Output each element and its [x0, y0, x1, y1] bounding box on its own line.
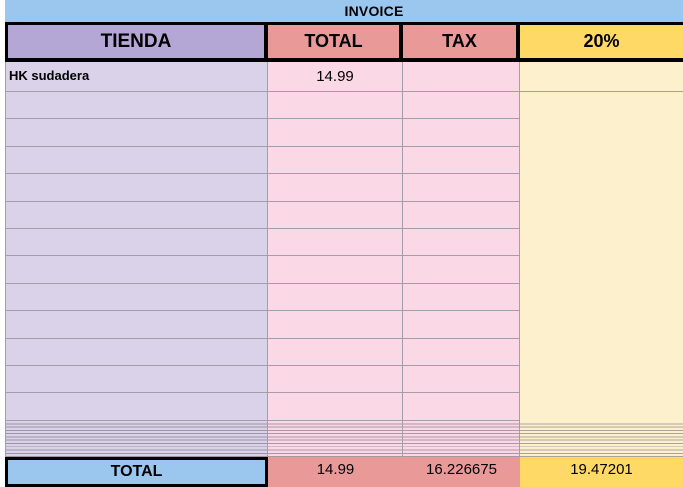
empty-cell[interactable] [403, 338, 520, 366]
empty-cell[interactable] [268, 119, 403, 147]
empty-cell[interactable] [268, 174, 403, 202]
empty-cell[interactable] [520, 283, 683, 312]
empty-rows [5, 92, 683, 421]
totals-pct-value: 19.47201 [570, 460, 633, 478]
empty-cell[interactable] [520, 119, 683, 147]
table-row-empty [5, 174, 683, 202]
table-row-empty [5, 311, 683, 339]
empty-cell[interactable] [520, 338, 683, 366]
empty-cell[interactable] [403, 283, 520, 312]
empty-cell[interactable] [520, 228, 683, 257]
empty-cell[interactable] [520, 146, 683, 175]
empty-cell[interactable] [5, 174, 268, 202]
table-row-empty [5, 228, 683, 257]
table-row-empty [5, 201, 683, 229]
empty-cell[interactable] [5, 146, 268, 175]
table-row-empty [5, 256, 683, 284]
empty-cell[interactable] [268, 283, 403, 312]
collapsed-cells-total[interactable] [268, 420, 403, 457]
empty-cell[interactable] [5, 393, 268, 421]
header-cell-tax[interactable]: TAX [403, 25, 520, 58]
empty-cell[interactable] [520, 201, 683, 229]
empty-cell[interactable] [268, 393, 403, 421]
totals-label: TOTAL [110, 462, 163, 480]
empty-cell[interactable] [268, 146, 403, 175]
table-row-empty [5, 338, 683, 366]
empty-cell[interactable] [268, 201, 403, 229]
empty-cell[interactable] [403, 201, 520, 229]
empty-cell[interactable] [403, 228, 520, 257]
empty-cell[interactable] [403, 393, 520, 421]
empty-cell[interactable] [5, 228, 268, 257]
table-row-empty [5, 365, 683, 394]
cell-item-tax[interactable] [403, 62, 520, 92]
empty-cell[interactable] [5, 365, 268, 394]
empty-cell[interactable] [520, 174, 683, 202]
totals-tax-value: 16.226675 [426, 460, 497, 478]
empty-cell[interactable] [520, 393, 683, 421]
collapsed-cells-tax[interactable] [403, 420, 520, 457]
header-label-total: TOTAL [304, 31, 363, 51]
empty-cell[interactable] [5, 256, 268, 284]
cell-item-total[interactable]: 14.99 [268, 62, 403, 92]
empty-cell[interactable] [403, 311, 520, 339]
empty-cell[interactable] [403, 146, 520, 175]
empty-cell[interactable] [403, 174, 520, 202]
empty-cell[interactable] [5, 201, 268, 229]
invoice-title-banner: INVOICE [5, 0, 683, 22]
table-row-item: HK sudadera 14.99 [5, 62, 683, 92]
empty-cell[interactable] [5, 338, 268, 366]
empty-cell[interactable] [520, 365, 683, 394]
totals-label-cell[interactable]: TOTAL [5, 456, 268, 487]
empty-cell[interactable] [403, 256, 520, 284]
empty-cell[interactable] [268, 311, 403, 339]
totals-row: TOTAL 14.99 16.226675 19.47201 [5, 456, 683, 487]
empty-cell[interactable] [268, 338, 403, 366]
header-cell-tienda[interactable]: TIENDA [5, 25, 268, 58]
item-total-value: 14.99 [316, 68, 354, 85]
empty-cell[interactable] [403, 92, 520, 120]
empty-cell[interactable] [403, 365, 520, 394]
table-header-row: TIENDA TOTAL TAX 20% [5, 22, 683, 62]
totals-total-value: 14.99 [316, 460, 355, 478]
collapsed-cells-tienda[interactable] [5, 420, 268, 457]
empty-cell[interactable] [520, 256, 683, 284]
collapsed-rows-band [5, 420, 683, 457]
empty-cell[interactable] [5, 119, 268, 147]
empty-cell[interactable] [5, 92, 268, 120]
header-label-tienda: TIENDA [100, 30, 172, 52]
header-label-pct: 20% [583, 31, 620, 51]
empty-cell[interactable] [520, 92, 683, 120]
table-row-empty [5, 283, 683, 312]
empty-cell[interactable] [5, 311, 268, 339]
table-row-empty [5, 92, 683, 120]
table-row-empty [5, 146, 683, 175]
table-body: HK sudadera 14.99 [5, 62, 683, 421]
totals-total-cell[interactable]: 14.99 [268, 456, 403, 487]
header-cell-pct[interactable]: 20% [520, 25, 683, 58]
empty-cell[interactable] [268, 256, 403, 284]
cell-item-name[interactable]: HK sudadera [5, 62, 268, 92]
totals-tax-cell[interactable]: 16.226675 [403, 456, 520, 487]
cell-item-pct[interactable] [520, 62, 683, 92]
table-row-empty [5, 393, 683, 421]
totals-pct-cell[interactable]: 19.47201 [520, 456, 683, 487]
empty-cell[interactable] [520, 311, 683, 339]
collapsed-cells-pct[interactable] [520, 420, 683, 457]
empty-cell[interactable] [268, 92, 403, 120]
empty-cell[interactable] [268, 228, 403, 257]
item-name-label: HK sudadera [9, 68, 90, 83]
header-cell-total[interactable]: TOTAL [268, 25, 403, 58]
empty-cell[interactable] [5, 283, 268, 312]
empty-cell[interactable] [403, 119, 520, 147]
table-row-empty [5, 119, 683, 147]
spreadsheet: INVOICE TIENDA TOTAL TAX 20% HK sudadera… [5, 0, 683, 487]
header-label-tax: TAX [442, 31, 477, 51]
page-title: INVOICE [344, 3, 404, 19]
empty-cell[interactable] [268, 365, 403, 394]
